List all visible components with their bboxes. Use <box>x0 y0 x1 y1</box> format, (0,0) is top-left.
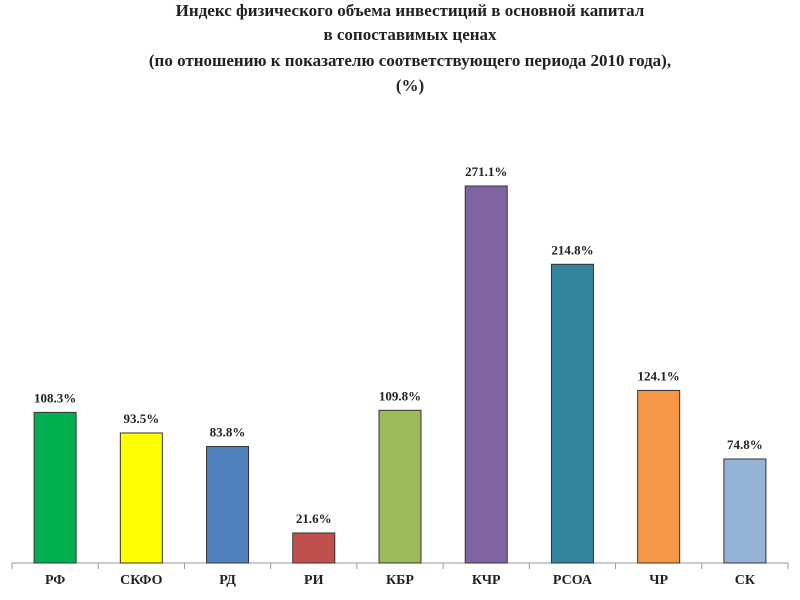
x-tick-label: ЧР <box>649 573 668 588</box>
x-tick-label: РСОА <box>553 573 593 588</box>
bar <box>464 185 508 564</box>
bar <box>637 389 681 564</box>
value-label: 83.8% <box>210 424 246 439</box>
value-label: 74.8% <box>727 437 763 452</box>
x-tick-label: СКФО <box>120 573 162 588</box>
bar <box>292 532 336 564</box>
bar <box>119 432 163 564</box>
chart-title: в сопоставимых ценах <box>323 25 497 44</box>
bar <box>550 263 594 564</box>
bar <box>378 409 422 564</box>
x-tick-label: СК <box>735 573 756 588</box>
value-label: 108.3% <box>34 390 76 405</box>
value-label: 124.1% <box>638 368 680 383</box>
value-label: 109.8% <box>379 388 421 403</box>
value-label: 93.5% <box>123 411 159 426</box>
x-tick-label: РД <box>219 573 236 588</box>
x-tick-label: РФ <box>45 573 65 588</box>
value-label: 214.8% <box>551 242 593 257</box>
chart-title: (%) <box>396 76 424 95</box>
x-tick-label: КБР <box>386 573 414 588</box>
x-tick-label: РИ <box>304 573 324 588</box>
value-label: 271.1% <box>465 164 507 179</box>
chart-title: (по отношению к показателю соответствующ… <box>149 51 671 70</box>
bar <box>206 445 250 564</box>
x-tick-label: КЧР <box>472 573 501 588</box>
chart-title: Индекс физического объема инвестиций в о… <box>176 1 645 20</box>
bar <box>33 411 77 564</box>
value-label: 21.6% <box>296 511 332 526</box>
bar <box>723 458 767 564</box>
